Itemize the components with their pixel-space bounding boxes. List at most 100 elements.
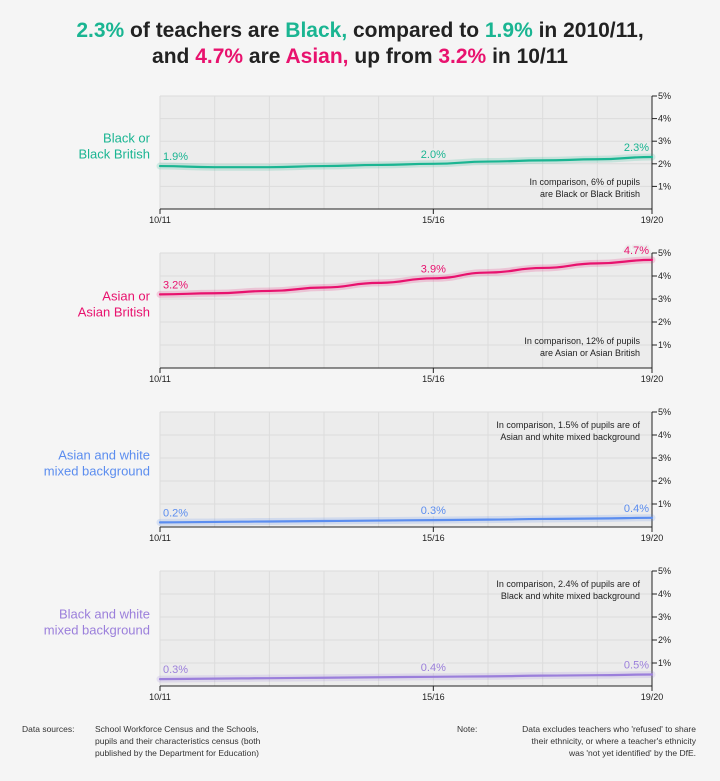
headline-segment: 4.7% — [195, 45, 244, 68]
series-name-label: Black or — [103, 131, 151, 146]
y-tick-label: 1% — [658, 181, 671, 191]
series-name-label: mixed background — [44, 623, 150, 638]
data-label-halo: 1.9% — [163, 151, 188, 163]
headline-segment: in 2010/11, — [532, 19, 644, 42]
series-line — [158, 673, 654, 681]
data-label-halo: 0.2% — [163, 507, 188, 519]
data-label-halo: 0.3% — [421, 505, 446, 517]
y-tick-label: 3% — [658, 136, 671, 146]
data-label-halo: 2.0% — [421, 149, 446, 161]
y-tick-label: 3% — [658, 612, 671, 622]
y-tick-label: 5% — [658, 566, 671, 576]
y-tick-label: 1% — [658, 499, 671, 509]
headline-line-2: and 4.7% are Asian, up from 3.2% in 10/1… — [0, 44, 720, 70]
series-name-label: mixed background — [44, 464, 150, 479]
headline-segment: in 10/11 — [486, 45, 568, 68]
comparison-note: Asian and white mixed background — [500, 432, 640, 442]
x-tick-label: 19/20 — [641, 533, 664, 543]
chart-panel: 1%2%3%4%5%10/11 15/16 19/200.3%0.3% 0.4%0.4… — [44, 566, 671, 702]
x-tick-label: 10/11 — [149, 692, 171, 702]
data-label-halo: 0.4% — [421, 662, 446, 674]
comparison-note: In comparison, 1.5% of pupils are of — [496, 420, 640, 430]
note-line: Data excludes teachers who 'refused' to … — [522, 724, 696, 734]
x-tick-label: 19/20 — [641, 374, 664, 384]
data-label-halo: 4.7% — [624, 245, 649, 257]
y-tick-label: 2% — [658, 159, 671, 169]
y-tick-label: 5% — [658, 91, 671, 101]
x-tick-label: 10/11 — [149, 215, 171, 225]
series-name-label: Asian or — [102, 289, 150, 304]
headline-segment: compared to — [347, 19, 485, 42]
note-line: was 'not yet identified' by the DfE. — [568, 748, 696, 758]
y-tick-label: 3% — [658, 294, 671, 304]
sources-line: School Workforce Census and the Schools, — [95, 724, 259, 734]
headline-segment: are — [243, 45, 286, 68]
chart-panel: 1%2%3%4%5%10/11 15/16 19/201.9%1.9% 2.0%2.0… — [78, 91, 671, 225]
plot-area — [160, 253, 652, 368]
sources-line: published by the Department for Educatio… — [95, 748, 259, 758]
comparison-note: In comparison, 2.4% of pupils are of — [496, 579, 640, 589]
y-tick-label: 1% — [658, 658, 671, 668]
x-tick-label: 15/16 — [422, 692, 445, 702]
y-tick-label: 2% — [658, 317, 671, 327]
headline-segment: and — [152, 45, 196, 68]
x-tick-label: 15/16 — [422, 374, 445, 384]
x-tick-label: 19/20 — [641, 692, 664, 702]
series-line — [158, 258, 654, 296]
comparison-note: are Black or Black British — [540, 189, 640, 199]
y-tick-label: 4% — [658, 430, 671, 440]
headline-segment: Black, — [285, 19, 348, 42]
data-label-halo: 2.3% — [624, 142, 649, 154]
series-line — [158, 516, 654, 524]
comparison-note: In comparison, 6% of pupils — [529, 177, 640, 187]
data-label-halo: 0.5% — [624, 660, 649, 672]
comparison-note: are Asian or Asian British — [540, 348, 640, 358]
y-tick-label: 4% — [658, 271, 671, 281]
series-name-label: Black and white — [59, 607, 150, 622]
data-label: 1.9% — [163, 151, 188, 163]
series-name-label: Asian and white — [58, 448, 150, 463]
y-tick-label: 2% — [658, 635, 671, 645]
y-tick-label: 3% — [658, 453, 671, 463]
data-label: 0.2% — [163, 507, 188, 519]
data-label-halo: 3.9% — [421, 263, 446, 275]
data-label: 0.5% — [624, 660, 649, 672]
headline-segment: 1.9% — [484, 19, 533, 42]
plot-area — [160, 96, 652, 209]
headline-segment: 3.2% — [438, 45, 487, 68]
sources-label: Data sources: — [22, 724, 75, 734]
y-tick-label: 5% — [658, 407, 671, 417]
sources-line: pupils and their characteristics census … — [95, 736, 261, 746]
data-label: 3.2% — [163, 279, 188, 291]
headline-segment: up from — [348, 45, 439, 68]
data-label: 2.3% — [624, 142, 649, 154]
y-tick-label: 4% — [658, 589, 671, 599]
headline-segment: of teachers are — [124, 19, 286, 42]
headline-segment: 2.3% — [76, 19, 125, 42]
note-label: Note: — [457, 724, 478, 734]
data-label: 0.4% — [421, 662, 446, 674]
headline: 2.3% of teachers are Black, compared to … — [0, 18, 720, 70]
x-tick-label: 10/11 — [149, 374, 171, 384]
x-tick-label: 15/16 — [422, 533, 445, 543]
note-text: Data excludes teachers who 'refused' to … — [480, 723, 696, 759]
y-tick-label: 1% — [658, 340, 671, 350]
headline-line-1: 2.3% of teachers are Black, compared to … — [0, 18, 720, 44]
plot-area — [160, 571, 652, 686]
headline-segment: Asian, — [285, 45, 349, 68]
series-line — [158, 155, 654, 169]
x-tick-label: 15/16 — [422, 215, 445, 225]
data-label: 0.3% — [421, 505, 446, 517]
comparison-note: In comparison, 12% of pupils — [524, 336, 640, 346]
x-tick-label: 19/20 — [641, 215, 664, 225]
data-label: 3.9% — [421, 263, 446, 275]
chart-panel: 1%2%3%4%5%10/11 15/16 19/203.2%3.2%3.9%3.9… — [78, 243, 671, 384]
series-name-label: Asian British — [78, 305, 150, 320]
x-tick-label: 10/11 — [149, 533, 171, 543]
y-tick-label: 5% — [658, 248, 671, 258]
plot-area — [160, 412, 652, 527]
comparison-note: Black and white mixed background — [501, 591, 640, 601]
y-tick-label: 2% — [658, 476, 671, 486]
series-name-label: Black British — [78, 147, 150, 162]
